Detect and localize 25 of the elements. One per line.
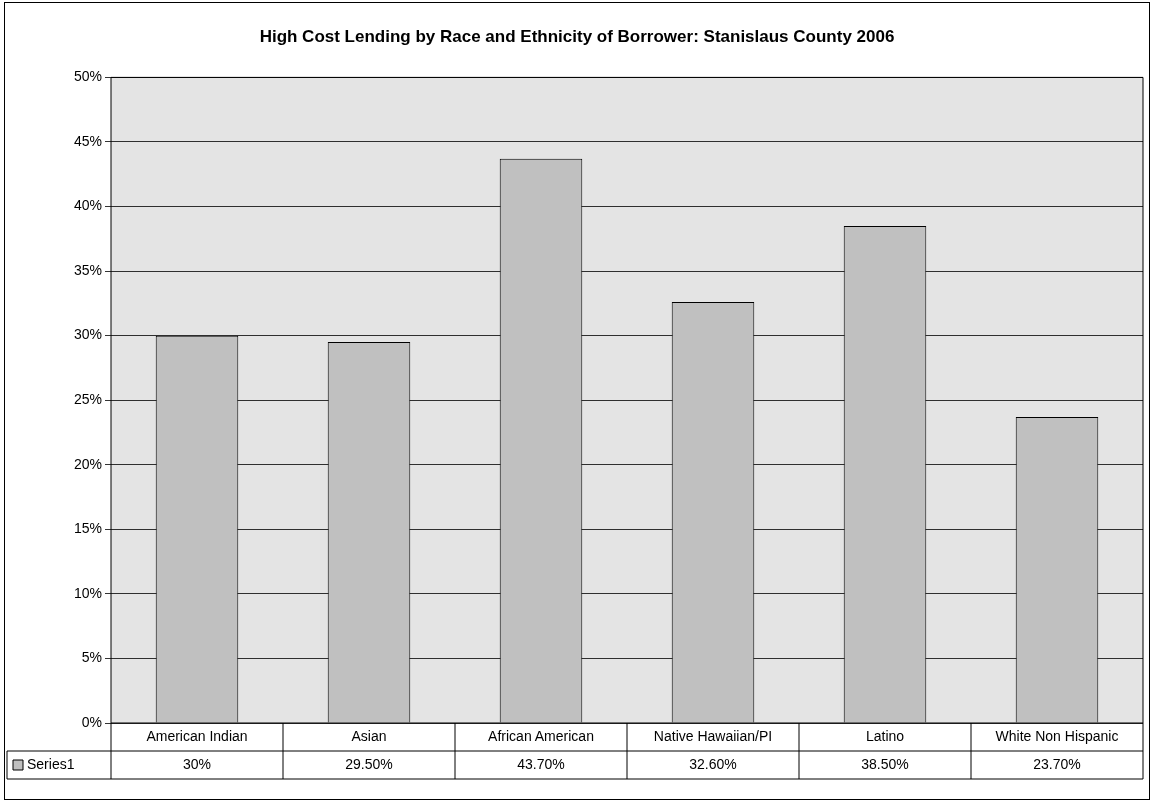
x-tick-label: Asian bbox=[351, 728, 387, 745]
data-label: 29.50% bbox=[345, 755, 393, 772]
y-tick-label: 10% bbox=[73, 584, 102, 601]
y-tick-label: 0% bbox=[81, 713, 102, 730]
y-tick-label: 50% bbox=[73, 68, 102, 85]
x-tick-label: African American bbox=[488, 728, 594, 745]
data-label: 23.70% bbox=[1033, 755, 1081, 772]
y-tick-label: 35% bbox=[73, 261, 102, 278]
data-label: 38.50% bbox=[861, 755, 909, 772]
y-tick-label: 45% bbox=[73, 132, 102, 149]
y-tick-label: 15% bbox=[73, 520, 102, 537]
chart-title: High Cost Lending by Race and Ethnicity of Borrower: Stanislaus County 2006 bbox=[259, 26, 895, 46]
x-tick-label: Native Hawaiian/PI bbox=[653, 728, 773, 745]
x-tick-label: Latino bbox=[865, 728, 905, 745]
y-tick-label: 30% bbox=[73, 326, 102, 343]
y-tick-label: 5% bbox=[81, 649, 102, 666]
y-tick-label: 40% bbox=[73, 197, 102, 214]
data-label: 43.70% bbox=[517, 755, 565, 772]
y-tick-label: 25% bbox=[73, 391, 102, 408]
data-label: 32.60% bbox=[689, 755, 737, 772]
x-tick-label: White Non Hispanic bbox=[995, 728, 1119, 745]
legend-label: Series1 bbox=[27, 755, 75, 772]
x-tick-label: American Indian bbox=[146, 728, 248, 745]
data-label: 30% bbox=[182, 755, 212, 772]
y-tick-label: 20% bbox=[73, 455, 102, 472]
